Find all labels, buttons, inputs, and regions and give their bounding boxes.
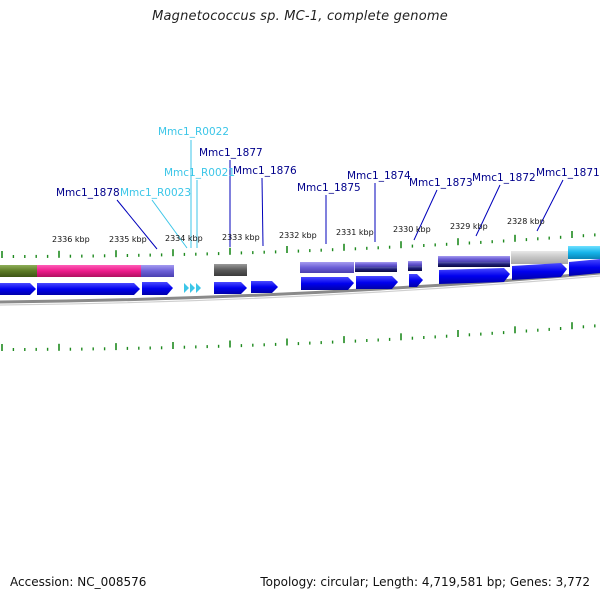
scale-label: 2336 kbp xyxy=(52,235,90,244)
scale-label: 2335 kbp xyxy=(109,235,147,244)
cds-arrow xyxy=(214,282,247,294)
accession-text: Accession: NC_008576 xyxy=(10,575,147,589)
genome-summary-text: Topology: circular; Length: 4,719,581 bp… xyxy=(260,575,590,589)
cds-arrow xyxy=(301,277,354,290)
rna-arrow xyxy=(190,283,195,293)
cds-arrow xyxy=(409,274,423,287)
feature-label: Mmc1_1876 xyxy=(233,165,297,177)
feature-label: Mmc1_R0021 xyxy=(164,167,235,179)
rna-arrow xyxy=(196,283,201,293)
cds-arrow xyxy=(569,259,600,276)
feature-label: Mmc1_1871 xyxy=(536,167,600,179)
cds-arrow xyxy=(512,263,567,280)
inner-tick-row xyxy=(1,322,596,351)
map-title: Magnetococcus sp. MC-1, complete genome xyxy=(152,9,448,24)
feature-bar xyxy=(300,262,354,273)
feature-bar xyxy=(355,267,397,272)
outer-tick-row xyxy=(1,231,596,258)
feature-track-top xyxy=(0,246,600,277)
feature-bar xyxy=(0,265,37,277)
feature-label: Mmc1_1877 xyxy=(199,147,263,159)
scale-label: 2328 kbp xyxy=(507,217,545,226)
scale-label: 2332 kbp xyxy=(279,231,317,240)
genome-backbone-shadow xyxy=(0,275,600,306)
feature-label: Mmc1_1873 xyxy=(409,177,473,189)
cds-arrow xyxy=(356,276,398,289)
scale-label: 2330 kbp xyxy=(393,225,431,234)
feature-labels: Mmc1_1878 Mmc1_R0023 Mmc1_R0022 Mmc1_R00… xyxy=(56,126,600,199)
cds-arrow xyxy=(251,281,278,293)
feature-bar xyxy=(355,262,397,267)
cds-arrow xyxy=(142,282,173,295)
feature-label: Mmc1_1875 xyxy=(297,182,361,194)
feature-label: Mmc1_R0023 xyxy=(120,187,191,199)
feature-leader-lines xyxy=(116,140,564,250)
feature-label: Mmc1_1878 xyxy=(56,187,120,199)
scale-label: 2334 kbp xyxy=(165,234,203,243)
feature-bar xyxy=(408,261,422,266)
feature-bar xyxy=(37,265,141,277)
feature-bar xyxy=(214,264,247,276)
feature-bar xyxy=(568,246,600,259)
scale-label: 2331 kbp xyxy=(336,228,374,237)
feature-label: Mmc1_R0022 xyxy=(158,126,229,138)
feature-label: Mmc1_1874 xyxy=(347,170,411,182)
rna-arrow xyxy=(184,283,189,293)
scale-label: 2333 kbp xyxy=(222,233,260,242)
feature-bar xyxy=(438,262,510,267)
cds-arrow xyxy=(439,268,510,284)
cds-track xyxy=(0,259,600,295)
scale-label: 2329 kbp xyxy=(450,222,488,231)
feature-label: Mmc1_1872 xyxy=(472,172,536,184)
feature-bar xyxy=(511,251,568,264)
cds-arrow xyxy=(0,283,36,295)
scale-labels: 2336 kbp 2335 kbp 2334 kbp 2333 kbp 2332… xyxy=(52,217,545,244)
genome-backbone xyxy=(0,271,600,304)
cds-arrow xyxy=(37,283,140,295)
feature-bar xyxy=(408,266,422,271)
feature-bar xyxy=(438,256,510,262)
feature-bar xyxy=(141,265,174,277)
